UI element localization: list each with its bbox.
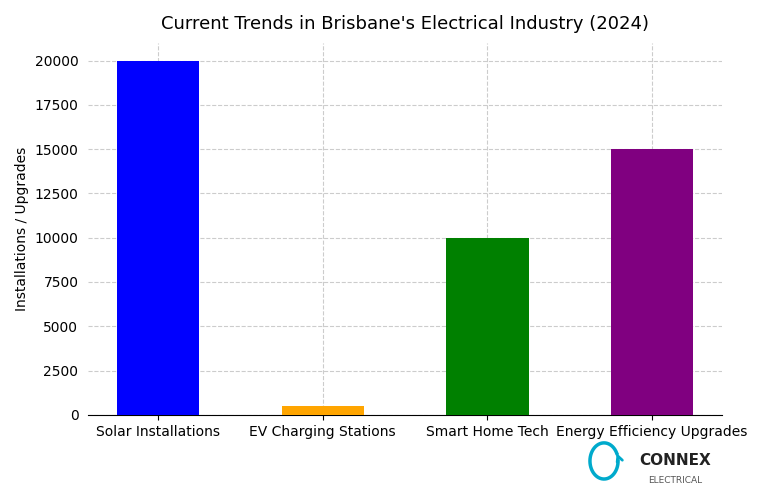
- Y-axis label: Installations / Upgrades: Installations / Upgrades: [15, 147, 29, 311]
- Bar: [281, 406, 364, 415]
- Text: ELECTRICAL: ELECTRICAL: [648, 476, 702, 485]
- Bar: [117, 61, 199, 415]
- Text: CONNEX: CONNEX: [639, 454, 711, 468]
- Bar: [446, 238, 528, 415]
- Title: Current Trends in Brisbane's Electrical Industry (2024): Current Trends in Brisbane's Electrical …: [161, 15, 649, 33]
- Bar: [611, 149, 693, 415]
